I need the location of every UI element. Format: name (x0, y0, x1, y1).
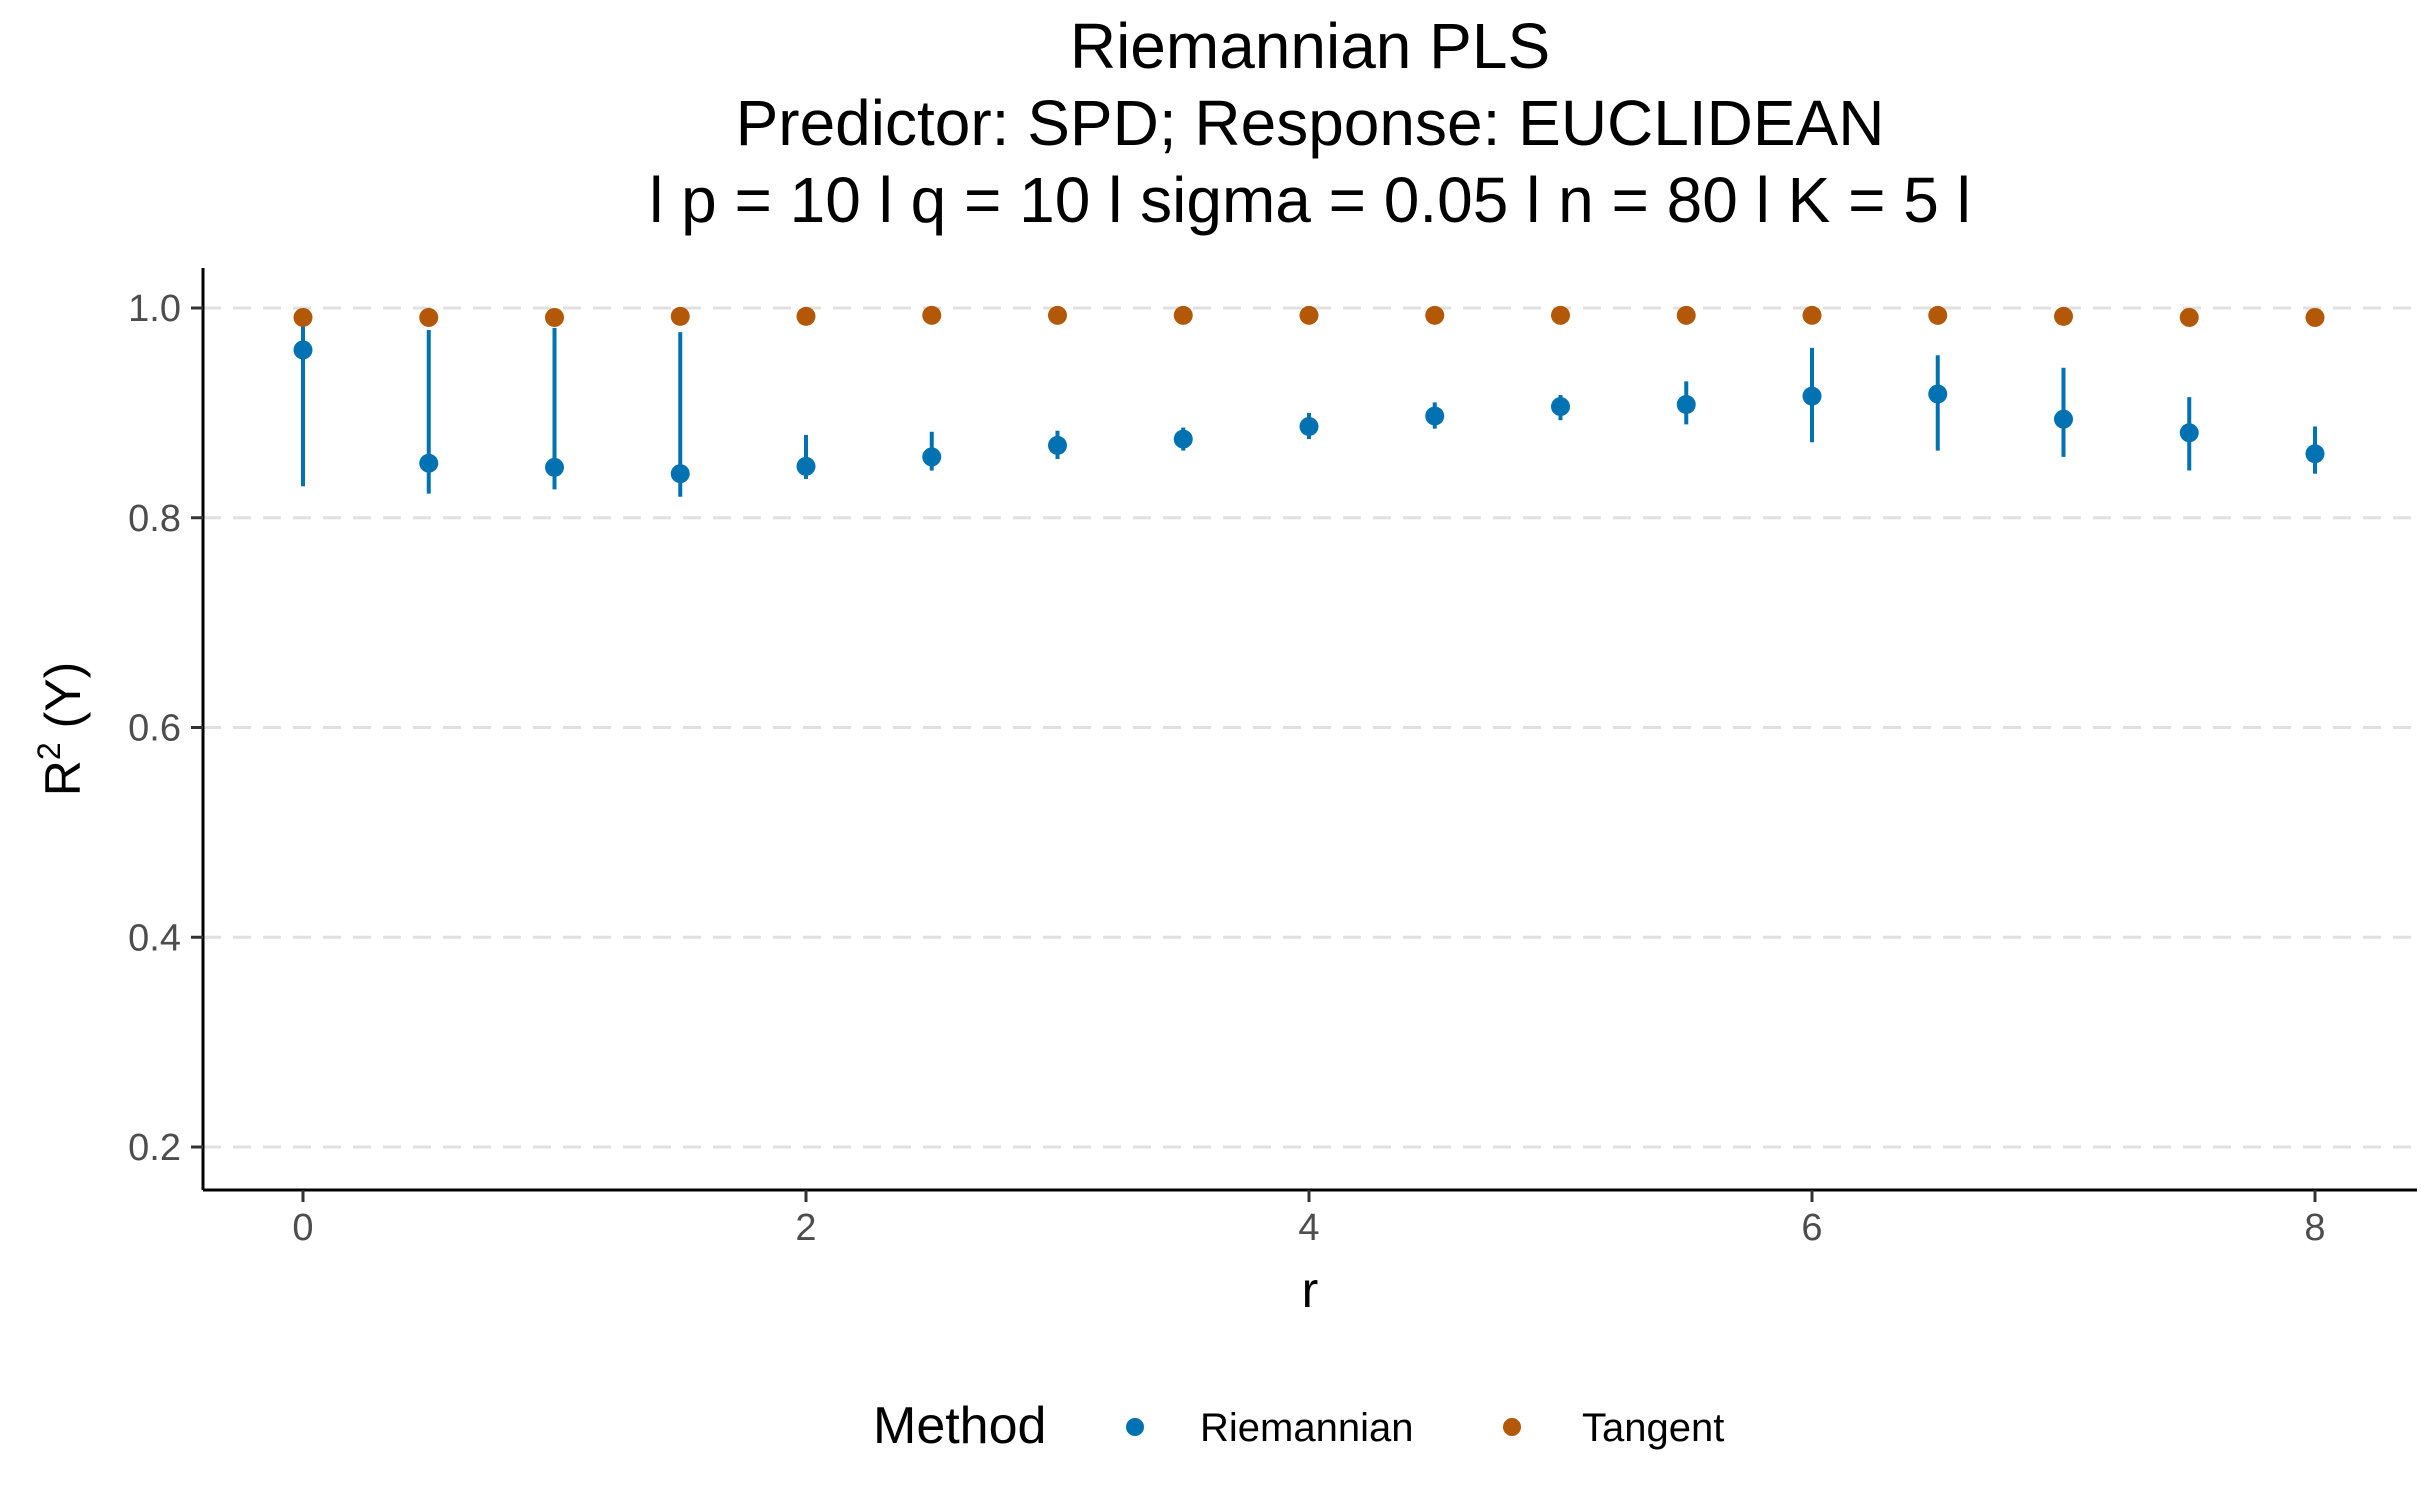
y-axis-ticks: 0.2 0.4 0.6 0.8 1.0 (128, 288, 203, 1169)
point-riemannian (1299, 417, 1319, 437)
point-riemannian (1802, 386, 1822, 406)
legend-key-riemannian (1126, 1418, 1144, 1436)
point-tangent (1425, 305, 1445, 325)
y-tick-label: 0.4 (128, 917, 181, 959)
error-bars (301, 323, 2317, 497)
y-axis-title-rest: (Y) (35, 662, 91, 743)
point-riemannian (1048, 435, 1067, 455)
y-axis-title-main: R (35, 760, 91, 796)
point-riemannian (419, 453, 439, 473)
point-tangent (2054, 306, 2073, 326)
point-riemannian (293, 340, 313, 360)
legend-label-tangent: Tangent (1582, 1406, 1724, 1450)
y-axis-title: R2 (Y) (31, 662, 91, 796)
chart-title-line-3: l p = 10 l q = 10 l sigma = 0.05 l n = 8… (649, 164, 1971, 236)
point-riemannian (670, 464, 690, 484)
point-riemannian (796, 456, 816, 476)
legend-title: Method (873, 1397, 1046, 1455)
point-riemannian (1425, 406, 1445, 426)
point-tangent (796, 306, 816, 326)
x-tick-label: 4 (1298, 1207, 1319, 1249)
y-tick-label: 1.0 (128, 288, 181, 330)
point-riemannian (2305, 444, 2325, 464)
y-axis-title-superscript: 2 (31, 742, 67, 760)
point-tangent (1299, 305, 1319, 325)
point-riemannian (922, 447, 942, 467)
point-riemannian (2179, 423, 2199, 443)
legend-key-tangent (1503, 1418, 1521, 1436)
point-riemannian (1173, 429, 1193, 449)
x-axis-title: r (1302, 1262, 1319, 1318)
y-tick-label: 0.2 (128, 1127, 181, 1169)
point-tangent (545, 307, 564, 327)
point-tangent (1928, 305, 1948, 325)
point-riemannian (1676, 394, 1696, 414)
y-tick-label: 0.8 (128, 498, 181, 540)
y-tick-label: 0.6 (128, 708, 181, 750)
grid-lines (203, 306, 2417, 1149)
chart-title: Riemannian PLS Predictor: SPD; Response:… (649, 10, 1971, 236)
point-tangent (419, 307, 439, 327)
point-tangent (2179, 307, 2199, 327)
point-tangent (1551, 305, 1570, 325)
point-riemannian (2054, 409, 2073, 429)
x-tick-label: 8 (2304, 1207, 2325, 1249)
data-points (293, 305, 2325, 484)
x-tick-label: 6 (1801, 1207, 1822, 1249)
chart-title-line-1: Riemannian PLS (1070, 10, 1550, 82)
legend: Method Riemannian Tangent (873, 1397, 1724, 1455)
x-tick-label: 0 (292, 1207, 313, 1249)
point-tangent (2305, 307, 2325, 327)
point-tangent (293, 307, 313, 327)
x-tick-label: 2 (795, 1207, 816, 1249)
point-tangent (1676, 305, 1696, 325)
point-tangent (922, 305, 942, 325)
x-axis-ticks: 0 2 4 6 8 (292, 1190, 2326, 1249)
point-tangent (1802, 305, 1822, 325)
point-tangent (1048, 305, 1067, 325)
point-riemannian (1928, 384, 1948, 404)
legend-label-riemannian: Riemannian (1200, 1406, 1413, 1450)
point-tangent (670, 306, 690, 326)
point-riemannian (545, 457, 564, 477)
point-tangent (1173, 305, 1193, 325)
chart-title-line-2: Predictor: SPD; Response: EUCLIDEAN (736, 87, 1885, 159)
point-riemannian (1551, 397, 1570, 417)
